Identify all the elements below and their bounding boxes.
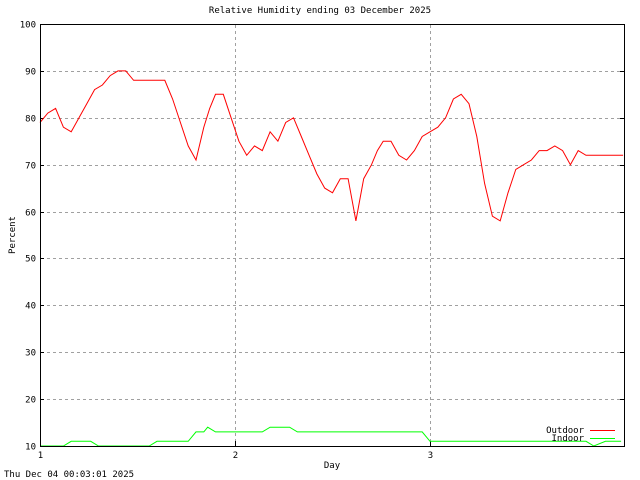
legend-label-indoor: Indoor [551, 434, 584, 444]
y-tick-label: 40 [25, 302, 36, 312]
generated-timestamp: Thu Dec 04 00:03:01 2025 [4, 470, 135, 480]
x-tick-label: 3 [428, 451, 433, 461]
y-tick-label: 60 [25, 209, 36, 219]
y-tick-label: 20 [25, 396, 36, 406]
chart-title: Relative Humidity ending 03 December 202… [208, 6, 432, 16]
y-tick-label: 10 [25, 443, 36, 453]
x-tick-label: 2 [233, 451, 238, 461]
series-outdoor-line [39, 70, 624, 222]
x-tick-label: 1 [38, 451, 43, 461]
y-tick-label: 80 [25, 115, 36, 125]
y-tick-label: 70 [25, 162, 36, 172]
y-tick-label: 50 [25, 255, 36, 265]
plot-frame [40, 24, 625, 447]
series-indoor-line [40, 426, 622, 447]
y-tick-label: 90 [25, 68, 36, 78]
legend-label-outdoor: Outdoor [546, 426, 585, 436]
grid-lines [41, 25, 624, 446]
y-tick-label: 100 [20, 21, 36, 31]
axis-ticks: 10 20 30 40 50 60 70 80 90 100 1 2 3 [20, 21, 624, 461]
x-axis-label: Day [323, 461, 341, 471]
y-tick-label: 30 [25, 349, 36, 359]
